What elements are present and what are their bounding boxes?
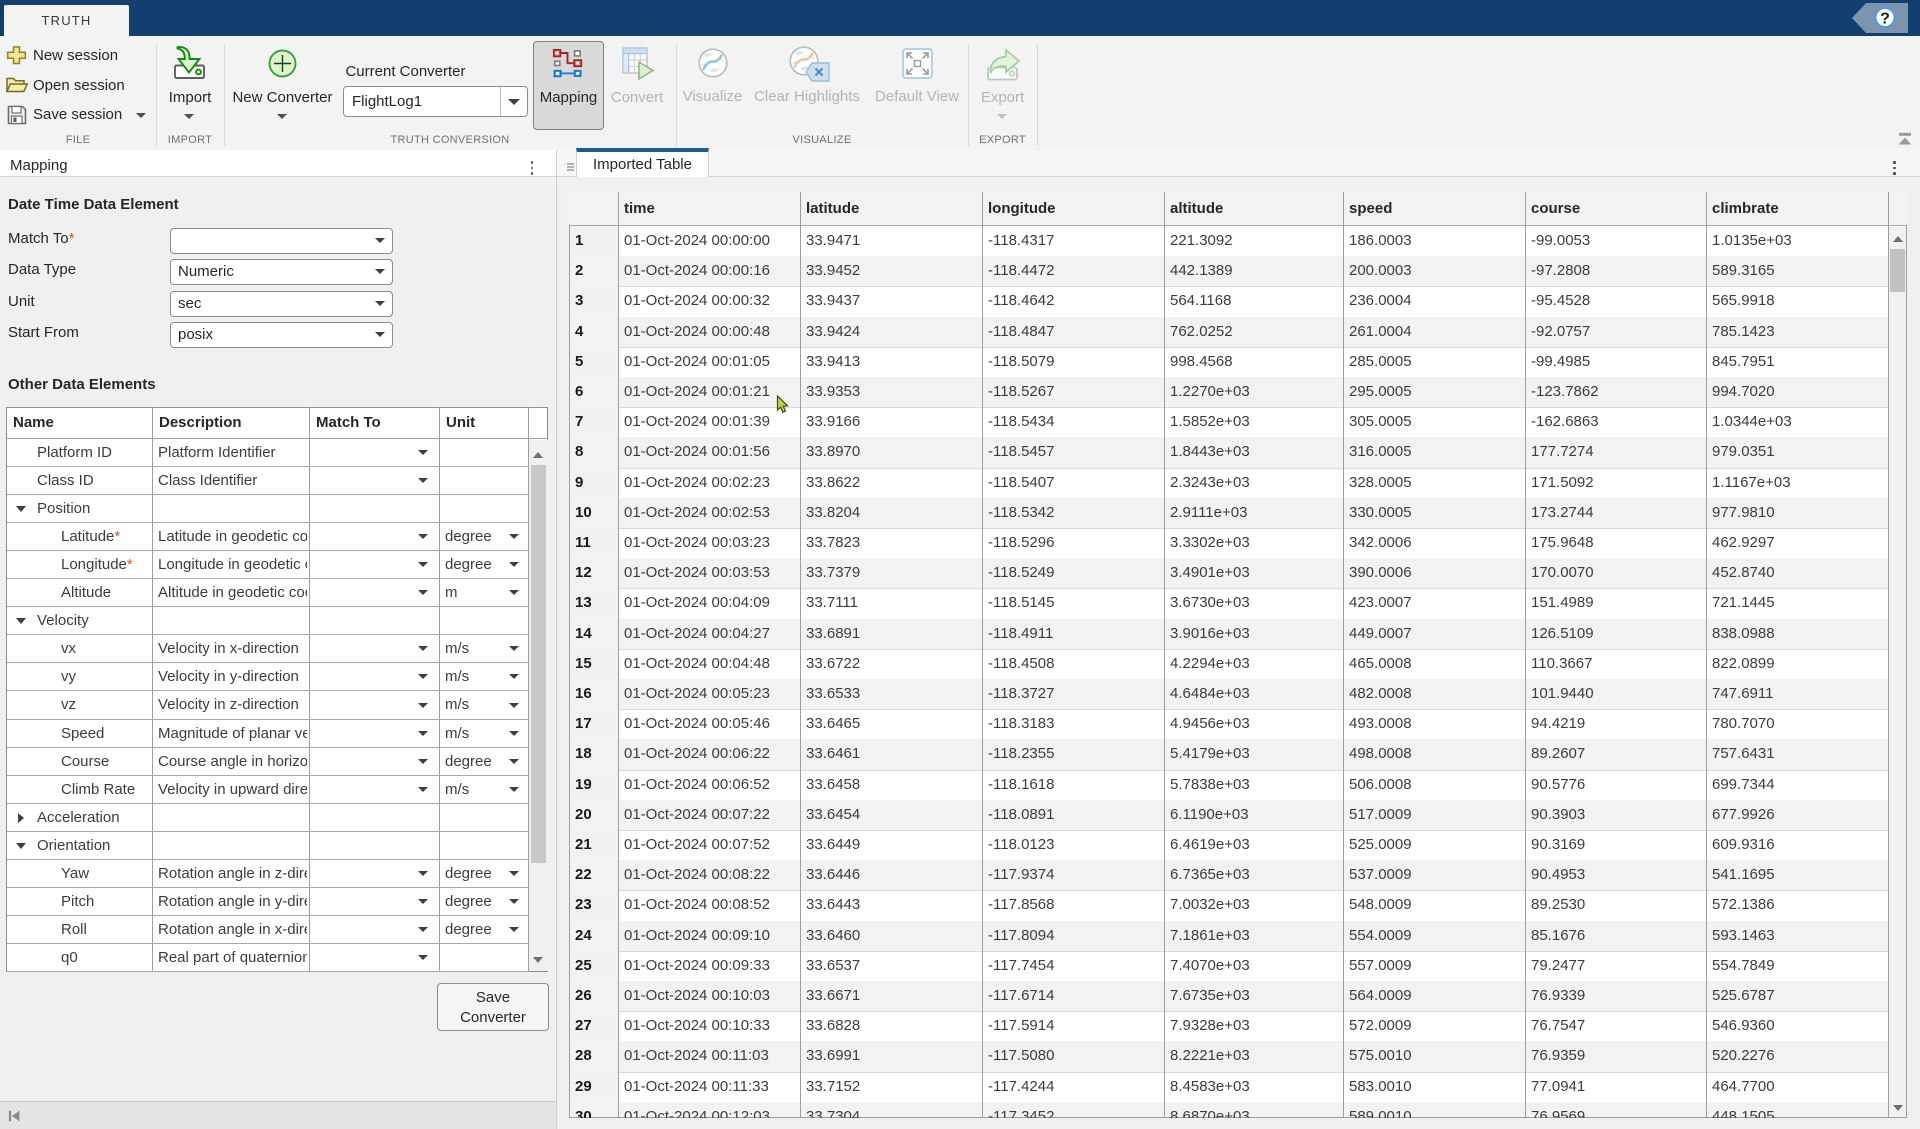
svg-text:?: ? <box>1880 11 1890 28</box>
